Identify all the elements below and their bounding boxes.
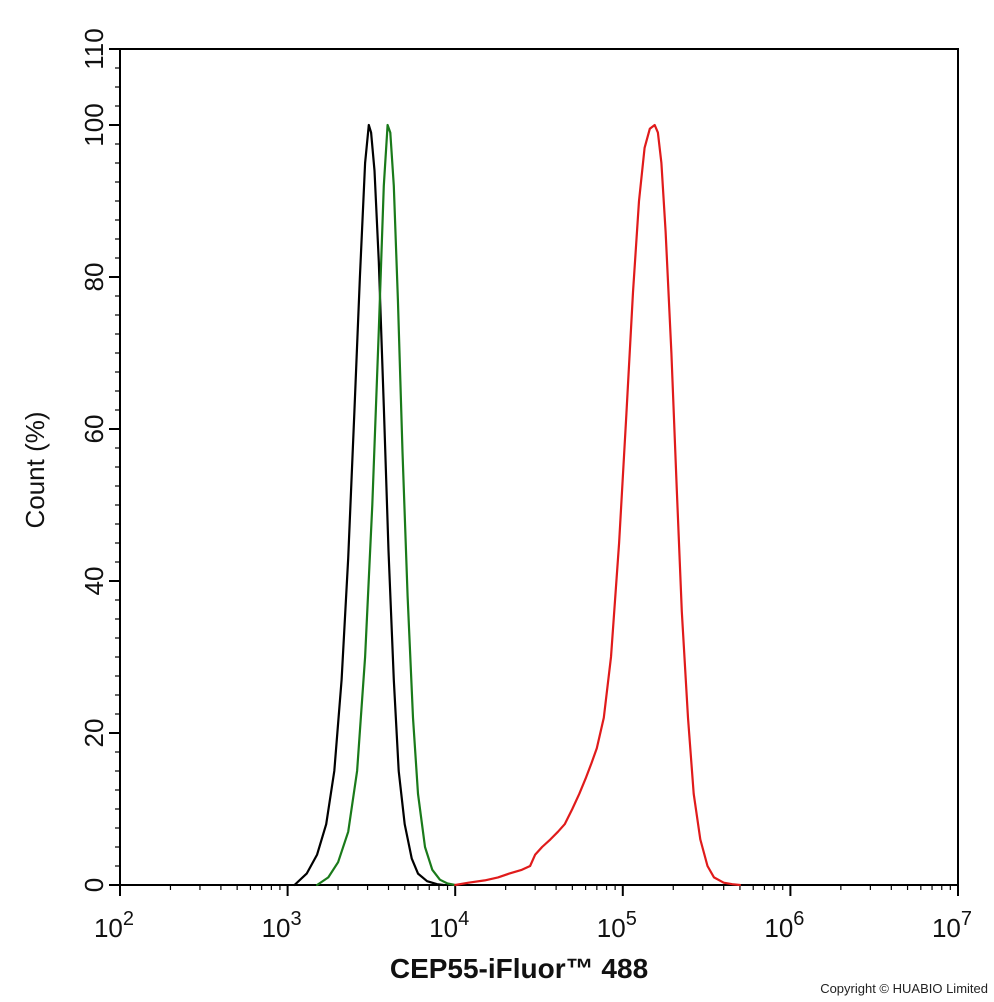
x-tick-label: 102 — [94, 908, 134, 943]
series-line-1 — [293, 123, 445, 887]
x-tick-exponent: 5 — [626, 908, 637, 930]
x-tick-exponent: 2 — [123, 908, 134, 930]
y-tick-label: 100 — [79, 103, 109, 146]
x-tick-label: 104 — [429, 908, 469, 943]
x-tick-base: 10 — [262, 913, 291, 943]
x-tick-label: 107 — [932, 908, 972, 943]
y-tick-label: 40 — [79, 567, 109, 596]
x-axis: 102 103 104 105 106 107 — [94, 885, 972, 943]
copyright-notice: Copyright © HUABIO Limited — [820, 981, 988, 996]
series-line-2 — [316, 123, 457, 887]
x-tick-base: 10 — [764, 913, 793, 943]
plot-frame — [119, 48, 959, 886]
x-tick-label: 106 — [764, 908, 804, 943]
x-minor-ticks — [169, 885, 951, 890]
y-tick-label: 0 — [79, 878, 109, 892]
x-tick-base: 10 — [429, 913, 458, 943]
x-tick-label: 105 — [597, 908, 637, 943]
x-tick-base: 10 — [597, 913, 626, 943]
y-tick-label: 60 — [79, 415, 109, 444]
x-tick-exponent: 4 — [458, 908, 469, 930]
x-tick-base: 10 — [94, 913, 123, 943]
y-axis-title: Count (%) — [20, 411, 50, 528]
x-tick-exponent: 7 — [961, 908, 972, 930]
x-tick-label: 103 — [262, 908, 302, 943]
y-tick-label: 110 — [79, 28, 109, 69]
y-axis: 0 20 40 60 80 100 110 — [79, 28, 120, 892]
y-tick-label: 80 — [79, 263, 109, 292]
x-axis-title: CEP55-iFluor™ 488 — [390, 953, 648, 984]
x-tick-base: 10 — [932, 913, 961, 943]
series-line-3 — [454, 123, 742, 887]
series-layer — [293, 123, 742, 887]
x-tick-exponent: 3 — [290, 908, 301, 930]
y-tick-label: 20 — [79, 719, 109, 748]
x-tick-exponent: 6 — [793, 908, 804, 930]
